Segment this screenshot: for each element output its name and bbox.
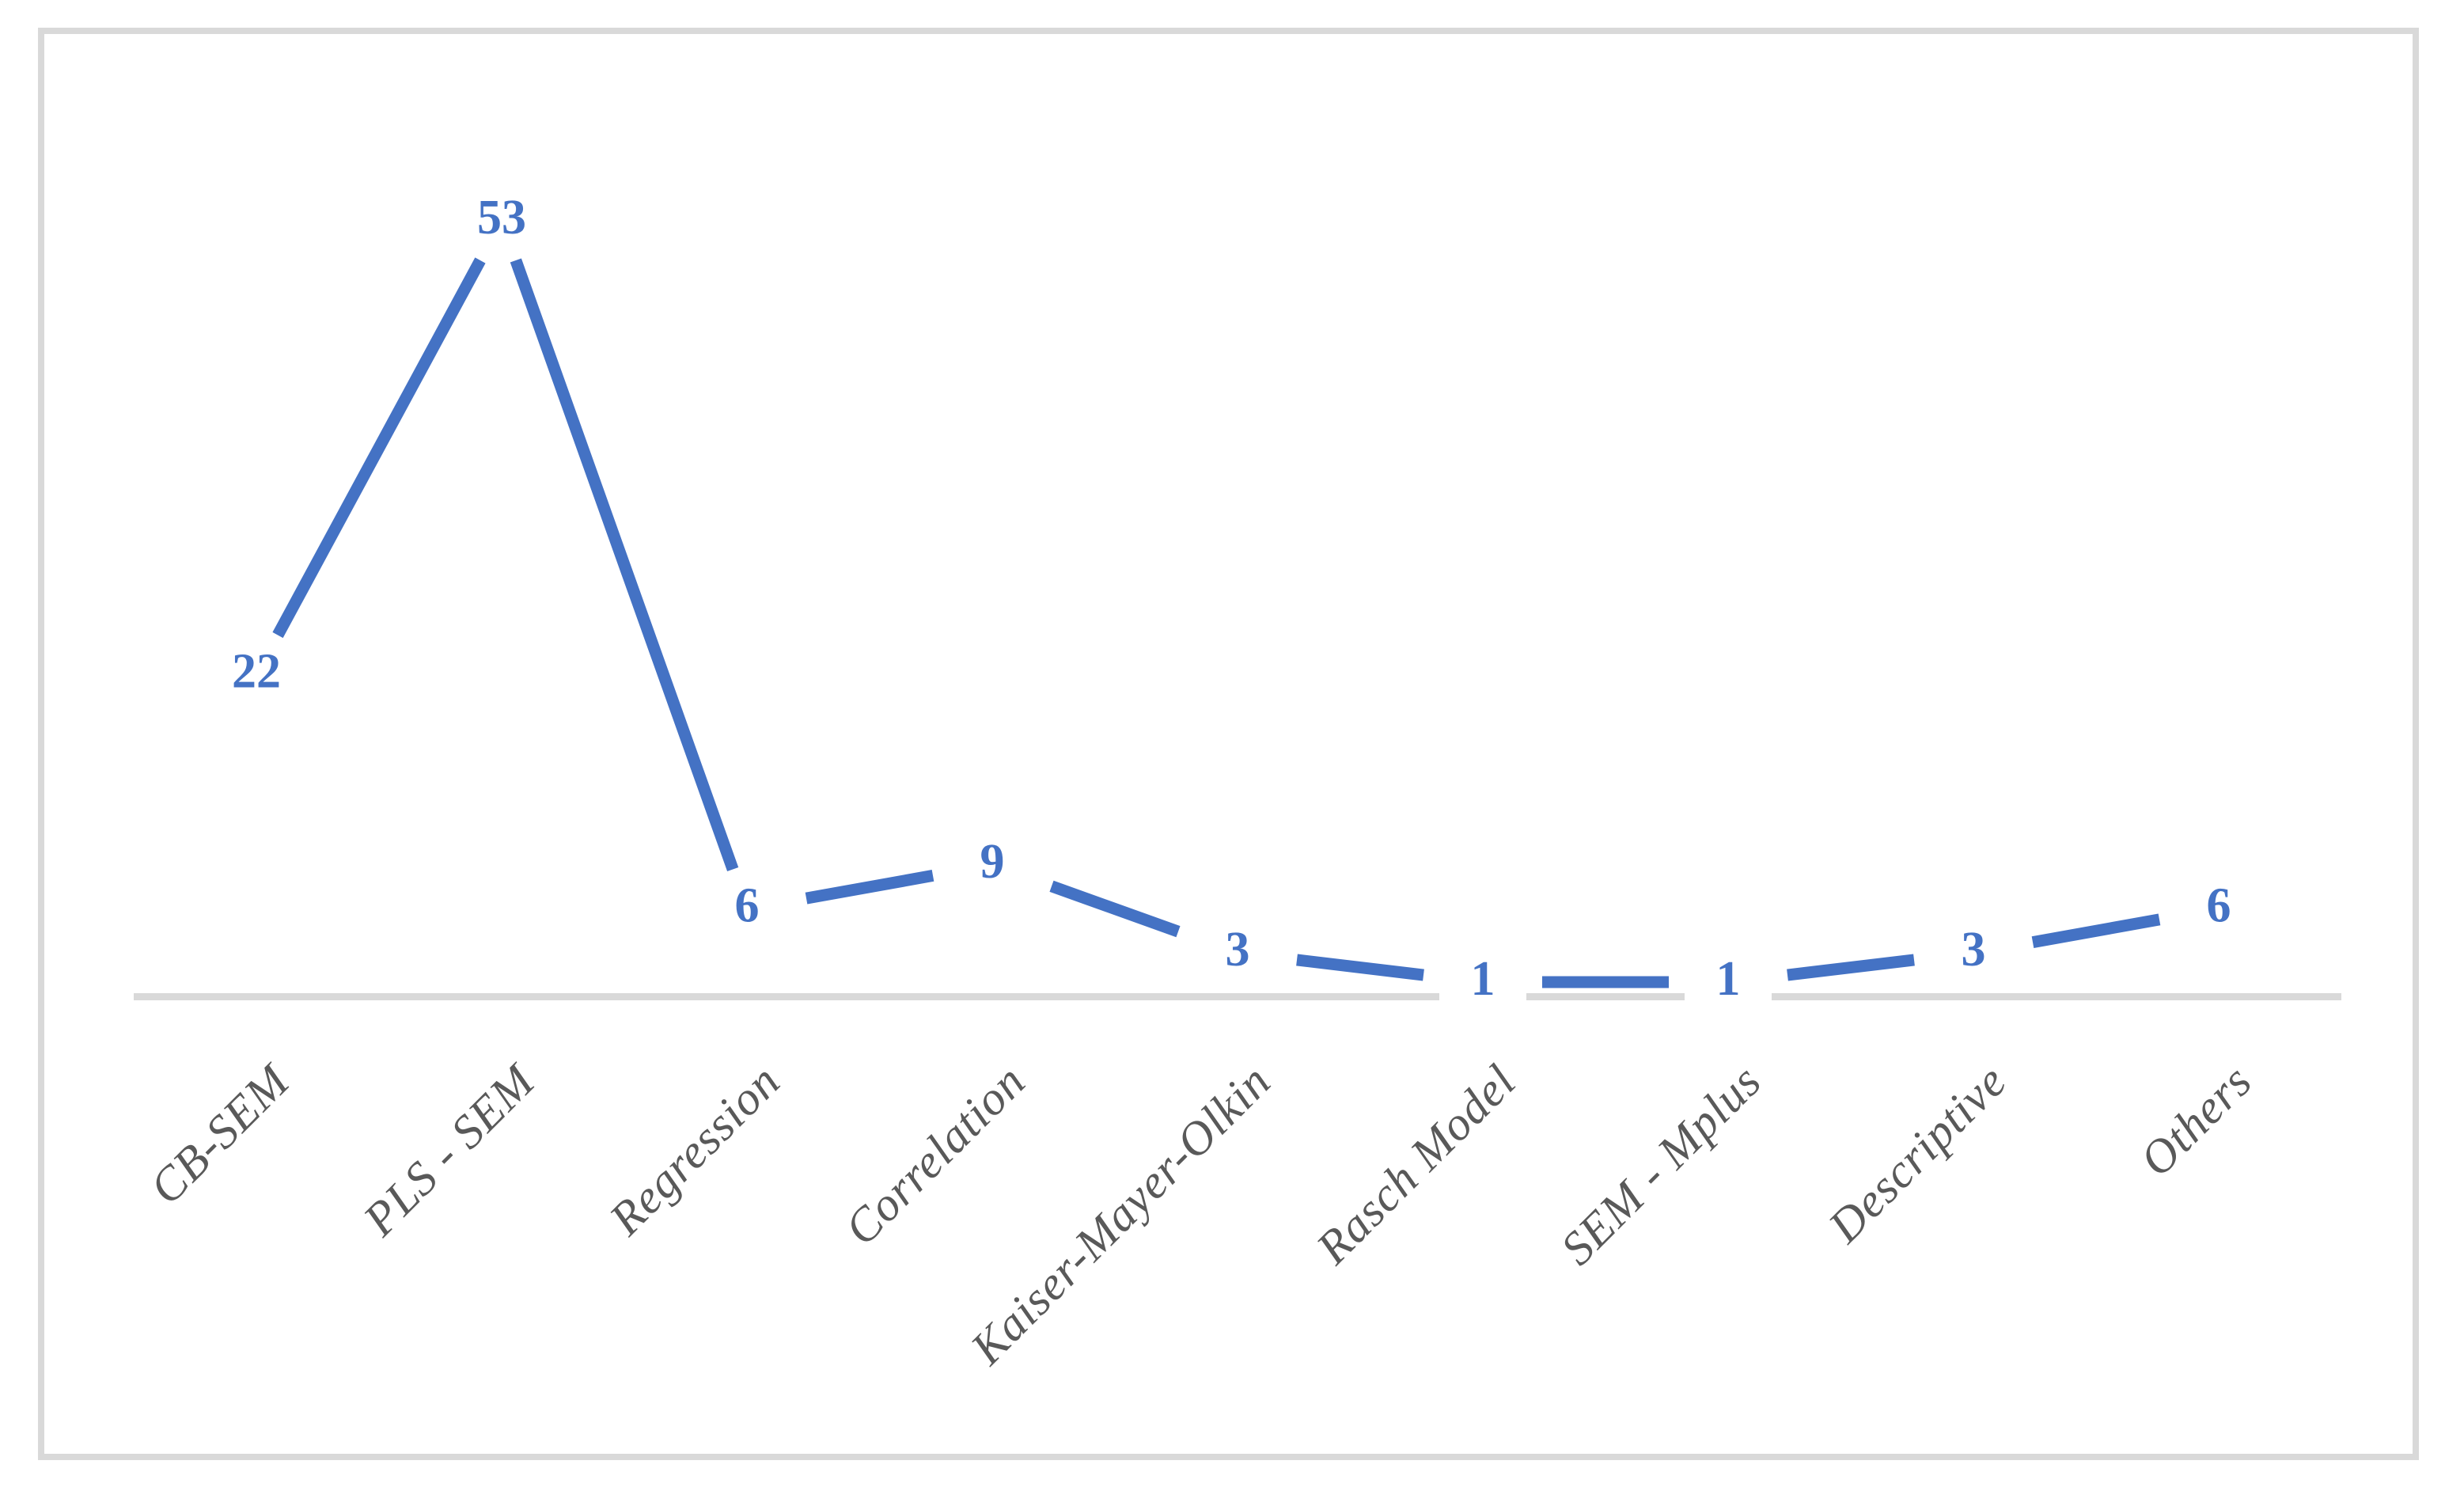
- data-label: 1: [1471, 952, 1495, 1006]
- series-line-segment: [805, 870, 934, 905]
- category-label: Correlation: [835, 1055, 1035, 1255]
- series-line-segment: [1296, 954, 1424, 981]
- data-label: 22: [232, 645, 281, 699]
- series-line-segment: [510, 258, 739, 872]
- data-label: 53: [477, 191, 526, 245]
- data-label: 9: [980, 835, 1005, 889]
- data-label: 6: [735, 879, 760, 933]
- category-label: Rasch Model: [1306, 1055, 1526, 1275]
- series-line-segment: [2031, 913, 2161, 948]
- category-label: Regression: [599, 1055, 790, 1246]
- series-line-segment: [272, 257, 486, 639]
- data-label: 3: [1962, 923, 1986, 977]
- data-label: 1: [1716, 952, 1741, 1006]
- category-label: PLS - SEM: [353, 1053, 546, 1246]
- data-label: 6: [2207, 879, 2231, 933]
- data-label: 3: [1226, 923, 1250, 977]
- series-line-segment: [1787, 954, 1915, 981]
- category-label: SEM - Mplus: [1551, 1055, 1771, 1275]
- category-label: CB-SEM: [139, 1053, 300, 1214]
- series-line-segment: [1049, 880, 1181, 938]
- category-label: Descriptive: [1818, 1055, 2016, 1254]
- category-label: Others: [2130, 1055, 2261, 1186]
- chart-frame: [38, 28, 2419, 1460]
